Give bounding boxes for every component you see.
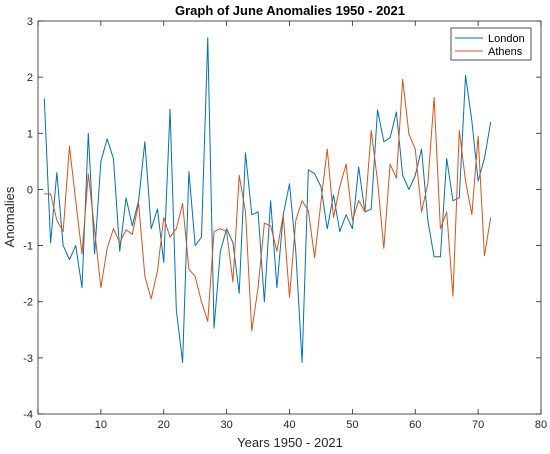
series-line-london [43,37,492,363]
series-line-athens [44,78,492,332]
y-tick-label: -2 [23,297,33,309]
legend-label-london: London [488,33,525,45]
chart-title: Graph of June Anomalies 1950 - 2021 [175,3,405,18]
y-tick-label: -1 [23,241,33,253]
y-axis-title: Anomalies [2,186,17,247]
series-lines [43,37,492,363]
x-tick-label: 80 [535,419,547,431]
y-axis: -4 -3 -2 -1 0 1 2 3 [23,16,541,421]
y-tick-label: -4 [23,409,33,421]
x-axis-title: Years 1950 - 2021 [237,435,343,450]
x-tick-label: 10 [95,419,107,431]
legend-box [450,27,532,61]
x-axis: 0 10 20 30 40 50 60 70 80 [35,21,547,431]
y-tick-label: 3 [27,16,33,28]
x-tick-label: 60 [409,419,421,431]
y-tick-label: -3 [23,353,33,365]
y-tick-label: 1 [27,128,33,140]
x-tick-label: 20 [158,419,170,431]
x-tick-label: 0 [35,419,41,431]
y-tick-label: 0 [27,184,33,196]
legend-label-athens: Athens [488,46,523,58]
x-tick-label: 70 [472,419,484,431]
x-tick-label: 40 [283,419,295,431]
x-tick-label: 30 [221,419,233,431]
y-tick-label: 2 [27,72,33,84]
x-tick-label: 50 [346,419,358,431]
